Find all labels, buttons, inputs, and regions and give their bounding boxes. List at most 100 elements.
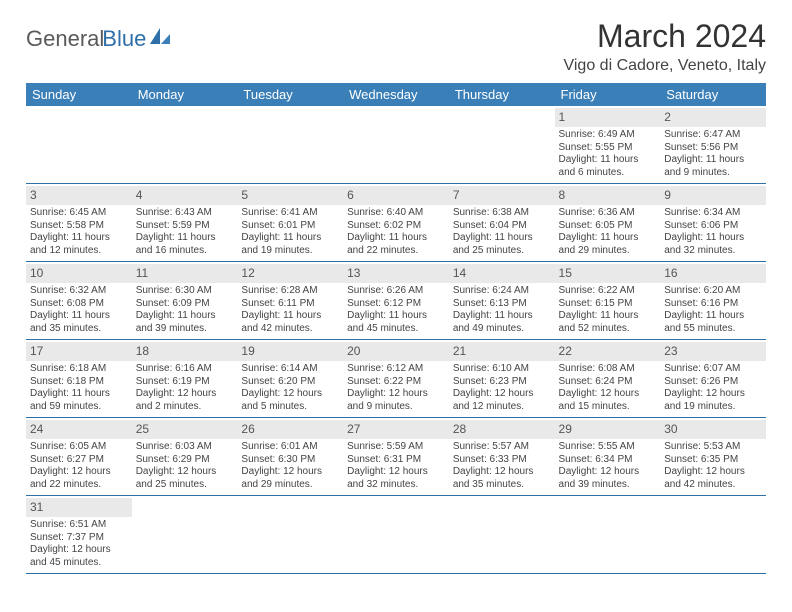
calendar-cell: 11Sunrise: 6:30 AMSunset: 6:09 PMDayligh… [132, 262, 238, 340]
dayhead-monday: Monday [132, 83, 238, 106]
day-number: 31 [26, 498, 132, 517]
dayhead-thursday: Thursday [449, 83, 555, 106]
day-number: 5 [237, 186, 343, 205]
calendar-cell: 14Sunrise: 6:24 AMSunset: 6:13 PMDayligh… [449, 262, 555, 340]
daylight-text: Daylight: 11 hours and 35 minutes. [30, 310, 128, 335]
sunset-text: Sunset: 6:30 PM [241, 454, 339, 467]
calendar-week-row: 10Sunrise: 6:32 AMSunset: 6:08 PMDayligh… [26, 262, 766, 340]
day-number: 20 [343, 342, 449, 361]
sunrise-text: Sunrise: 6:34 AM [664, 207, 762, 220]
sunset-text: Sunset: 5:59 PM [136, 220, 234, 233]
calendar-cell: 8 Sunrise: 6:36 AMSunset: 6:05 PMDaylight… [555, 184, 661, 262]
sunrise-text: Sunrise: 6:14 AM [241, 363, 339, 376]
daylight-text: Daylight: 11 hours and 52 minutes. [559, 310, 657, 335]
daylight-text: Daylight: 12 hours and 35 minutes. [453, 466, 551, 491]
day-number: 30 [660, 420, 766, 439]
location-subtitle: Vigo di Cadore, Veneto, Italy [563, 57, 766, 75]
calendar-cell: 18Sunrise: 6:16 AMSunset: 6:19 PMDayligh… [132, 340, 238, 418]
sunrise-text: Sunrise: 6:47 AM [664, 129, 762, 142]
daylight-text: Daylight: 12 hours and 19 minutes. [664, 388, 762, 413]
logo-text-blue: Blue [102, 26, 146, 52]
sunrise-text: Sunrise: 6:41 AM [241, 207, 339, 220]
day-number: 8 [555, 186, 661, 205]
sunrise-text: Sunrise: 6:24 AM [453, 285, 551, 298]
day-number: 22 [555, 342, 661, 361]
calendar-cell [343, 106, 449, 184]
dayhead-tuesday: Tuesday [237, 83, 343, 106]
daylight-text: Daylight: 12 hours and 12 minutes. [453, 388, 551, 413]
calendar-cell: 29Sunrise: 5:55 AMSunset: 6:34 PMDayligh… [555, 418, 661, 496]
calendar-week-row: 31Sunrise: 6:51 AMSunset: 7:37 PMDayligh… [26, 496, 766, 574]
sail-icon [148, 26, 172, 51]
sunset-text: Sunset: 6:35 PM [664, 454, 762, 467]
calendar-cell: 9Sunrise: 6:34 AMSunset: 6:06 PMDaylight… [660, 184, 766, 262]
calendar-cell [132, 106, 238, 184]
sunrise-text: Sunrise: 6:12 AM [347, 363, 445, 376]
title-block: March 2024 Vigo di Cadore, Veneto, Italy [563, 18, 766, 75]
dayhead-friday: Friday [555, 83, 661, 106]
sunset-text: Sunset: 6:18 PM [30, 376, 128, 389]
sunset-text: Sunset: 6:05 PM [559, 220, 657, 233]
calendar-cell: 27Sunrise: 5:59 AMSunset: 6:31 PMDayligh… [343, 418, 449, 496]
day-number: 27 [343, 420, 449, 439]
calendar-cell: 30Sunrise: 5:53 AMSunset: 6:35 PMDayligh… [660, 418, 766, 496]
sunset-text: Sunset: 6:13 PM [453, 298, 551, 311]
calendar-cell [449, 496, 555, 574]
calendar-cell: 17Sunrise: 6:18 AMSunset: 6:18 PMDayligh… [26, 340, 132, 418]
daylight-text: Daylight: 11 hours and 9 minutes. [664, 154, 762, 179]
sunrise-text: Sunrise: 6:05 AM [30, 441, 128, 454]
calendar-cell [555, 496, 661, 574]
calendar-cell: 3Sunrise: 6:45 AMSunset: 5:58 PMDaylight… [26, 184, 132, 262]
calendar-week-row: 24Sunrise: 6:05 AMSunset: 6:27 PMDayligh… [26, 418, 766, 496]
sunset-text: Sunset: 6:11 PM [241, 298, 339, 311]
day-number: 28 [449, 420, 555, 439]
calendar-cell: 1Sunrise: 6:49 AMSunset: 5:55 PMDaylight… [555, 106, 661, 184]
day-number: 1 [555, 108, 661, 127]
daylight-text: Daylight: 11 hours and 45 minutes. [347, 310, 445, 335]
calendar-cell [237, 106, 343, 184]
calendar-cell: 25Sunrise: 6:03 AMSunset: 6:29 PMDayligh… [132, 418, 238, 496]
calendar-cell: 15Sunrise: 6:22 AMSunset: 6:15 PMDayligh… [555, 262, 661, 340]
calendar-cell: 2Sunrise: 6:47 AMSunset: 5:56 PMDaylight… [660, 106, 766, 184]
sunrise-text: Sunrise: 6:26 AM [347, 285, 445, 298]
sunset-text: Sunset: 6:23 PM [453, 376, 551, 389]
daylight-text: Daylight: 11 hours and 6 minutes. [559, 154, 657, 179]
calendar-cell [660, 496, 766, 574]
daylight-text: Daylight: 11 hours and 19 minutes. [241, 232, 339, 257]
day-number: 18 [132, 342, 238, 361]
sunrise-text: Sunrise: 6:01 AM [241, 441, 339, 454]
sunset-text: Sunset: 6:04 PM [453, 220, 551, 233]
calendar-cell: 26Sunrise: 6:01 AMSunset: 6:30 PMDayligh… [237, 418, 343, 496]
calendar-cell: 22Sunrise: 6:08 AMSunset: 6:24 PMDayligh… [555, 340, 661, 418]
calendar-cell [26, 106, 132, 184]
sunset-text: Sunset: 6:33 PM [453, 454, 551, 467]
dayhead-sunday: Sunday [26, 83, 132, 106]
sunrise-text: Sunrise: 6:16 AM [136, 363, 234, 376]
logo: General Blue [26, 26, 172, 52]
calendar-cell [343, 496, 449, 574]
calendar-week-row: 3Sunrise: 6:45 AMSunset: 5:58 PMDaylight… [26, 184, 766, 262]
daylight-text: Daylight: 11 hours and 55 minutes. [664, 310, 762, 335]
calendar-cell [237, 496, 343, 574]
sunrise-text: Sunrise: 6:07 AM [664, 363, 762, 376]
sunrise-text: Sunrise: 5:53 AM [664, 441, 762, 454]
daylight-text: Daylight: 11 hours and 29 minutes. [559, 232, 657, 257]
dayhead-saturday: Saturday [660, 83, 766, 106]
daylight-text: Daylight: 11 hours and 12 minutes. [30, 232, 128, 257]
daylight-text: Daylight: 12 hours and 5 minutes. [241, 388, 339, 413]
dayhead-wednesday: Wednesday [343, 83, 449, 106]
daylight-text: Daylight: 11 hours and 59 minutes. [30, 388, 128, 413]
daylight-text: Daylight: 12 hours and 9 minutes. [347, 388, 445, 413]
day-number: 16 [660, 264, 766, 283]
calendar-cell: 16Sunrise: 6:20 AMSunset: 6:16 PMDayligh… [660, 262, 766, 340]
daylight-text: Daylight: 12 hours and 22 minutes. [30, 466, 128, 491]
sunset-text: Sunset: 6:15 PM [559, 298, 657, 311]
sunrise-text: Sunrise: 6:36 AM [559, 207, 657, 220]
sunrise-text: Sunrise: 6:43 AM [136, 207, 234, 220]
day-number: 21 [449, 342, 555, 361]
sunset-text: Sunset: 6:02 PM [347, 220, 445, 233]
calendar-cell: 28Sunrise: 5:57 AMSunset: 6:33 PMDayligh… [449, 418, 555, 496]
sunrise-text: Sunrise: 6:38 AM [453, 207, 551, 220]
day-number: 12 [237, 264, 343, 283]
day-number: 11 [132, 264, 238, 283]
